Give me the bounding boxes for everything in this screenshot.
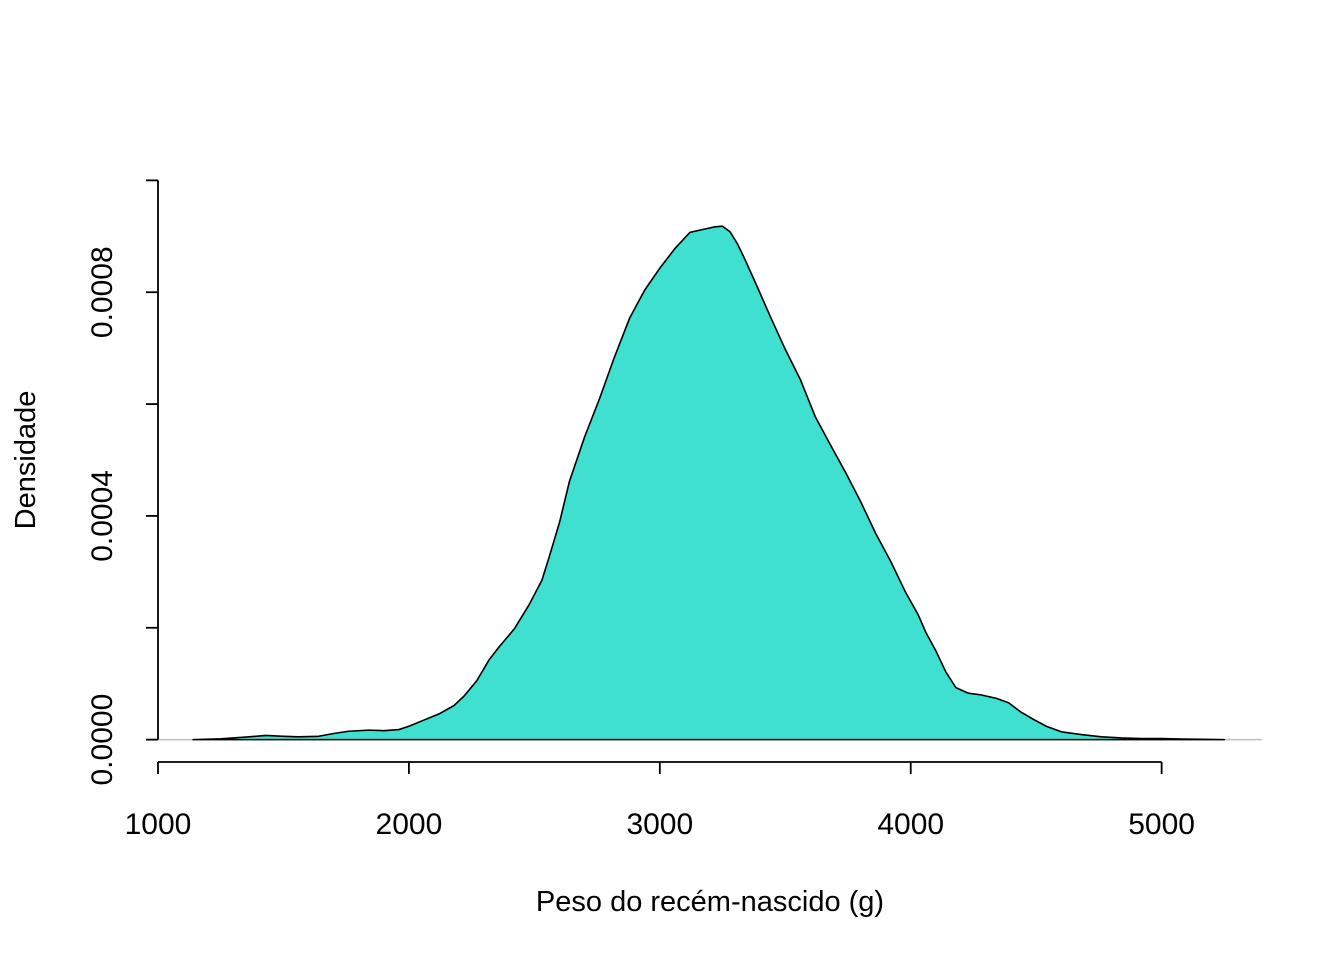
x-tick-label-1000: 1000 bbox=[125, 808, 192, 841]
y-axis-title: Densidade bbox=[10, 391, 42, 530]
density-area bbox=[158, 225, 1262, 741]
y-tick-label-0: 0.0000 bbox=[86, 694, 119, 786]
x-tick-label-5000: 5000 bbox=[1128, 808, 1195, 841]
y-tick-label-4: 0.0008 bbox=[86, 246, 119, 338]
density-curve-0 bbox=[192, 225, 1226, 741]
x-axis-title: Peso do recém-nascido (g) bbox=[536, 886, 884, 918]
x-tick-label-4000: 4000 bbox=[877, 808, 944, 841]
x-tick-label-3000: 3000 bbox=[626, 808, 693, 841]
axes: 1000 2000 3000 4000 5000 0.0000 0.0004 0.0008 bbox=[86, 179, 1195, 841]
x-tick-label-2000: 2000 bbox=[376, 808, 443, 841]
y-tick-label-2: 0.0004 bbox=[86, 470, 119, 562]
